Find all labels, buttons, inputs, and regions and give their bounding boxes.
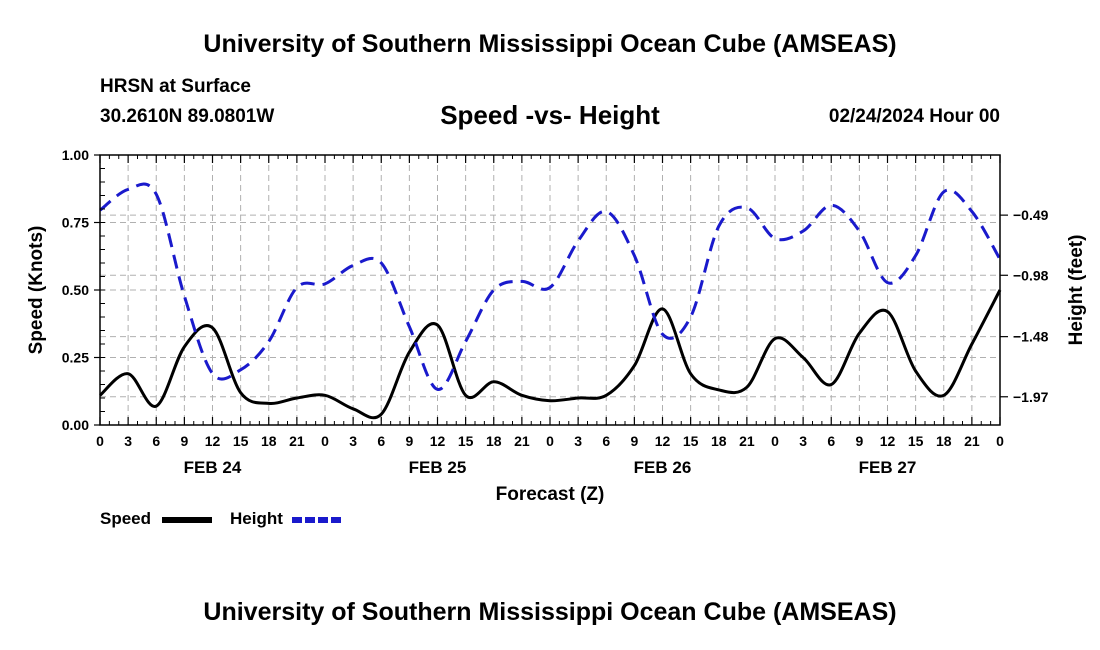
y2-axis-title: Height (feet)	[1066, 235, 1087, 346]
legend-label-speed: Speed	[100, 509, 151, 528]
series-line-height	[99, 182, 1002, 391]
x-tick-label: 6	[602, 433, 610, 449]
plot-title: Speed -vs- Height	[440, 100, 660, 130]
x-tick-label: 12	[655, 433, 671, 449]
x-tick-label: 0	[996, 433, 1004, 449]
x-axis-title: Forecast (Z)	[496, 484, 605, 505]
x-tick-label: 0	[96, 433, 104, 449]
x-tick-label: 0	[321, 433, 329, 449]
x-tick-label: 3	[799, 433, 807, 449]
x-tick-label: 21	[514, 433, 530, 449]
x-tick-label: 15	[233, 433, 249, 449]
x-tick-label: 15	[683, 433, 699, 449]
series-lines	[98, 182, 1002, 420]
y-axis-title: Speed (Knots)	[26, 226, 47, 355]
y2-tick-label: −1.97	[1013, 389, 1049, 405]
y-tick-label: 0.75	[62, 215, 89, 231]
page-title: University of Southern Mississippi Ocean…	[203, 30, 897, 58]
x-tick-label: 3	[574, 433, 582, 449]
x-tick-label: 6	[827, 433, 835, 449]
x-tick-label: 15	[908, 433, 924, 449]
legend: Speed Height	[100, 509, 342, 528]
x-tick-label: 3	[349, 433, 357, 449]
x-tick-label: 18	[261, 433, 277, 449]
x-tick-label: 12	[430, 433, 446, 449]
x-tick-label: 9	[405, 433, 413, 449]
legend-label-height: Height	[230, 509, 283, 528]
date-label: FEB 25	[409, 458, 467, 477]
y-tick-label: 0.25	[62, 350, 89, 366]
coordinates-label: 30.2610N 89.0801W	[100, 106, 275, 127]
x-tick-label: 3	[124, 433, 132, 449]
y2-tick-label: −0.98	[1013, 267, 1049, 283]
x-tick-label: 6	[152, 433, 160, 449]
y-tick-label: 0.00	[62, 417, 89, 433]
x-tick-label: 15	[458, 433, 474, 449]
date-label: FEB 26	[634, 458, 692, 477]
x-tick-label: 21	[964, 433, 980, 449]
grid-lines	[100, 155, 1000, 425]
x-tick-label: 12	[880, 433, 896, 449]
location-label: HRSN at Surface	[100, 76, 251, 97]
y2-tick-label: −0.49	[1013, 207, 1049, 223]
x-tick-label: 0	[546, 433, 554, 449]
x-tick-label: 9	[630, 433, 638, 449]
x-tick-label: 6	[377, 433, 385, 449]
footer-title: University of Southern Mississippi Ocean…	[203, 598, 897, 626]
y-tick-label: 0.50	[62, 282, 89, 298]
x-tick-label: 18	[936, 433, 952, 449]
x-tick-label: 21	[739, 433, 755, 449]
date-label: FEB 27	[859, 458, 917, 477]
x-tick-label: 18	[711, 433, 727, 449]
x-tick-label: 18	[486, 433, 502, 449]
x-tick-label: 21	[289, 433, 305, 449]
axes: 0 3 6 9 12 15 18 21 0 3 6 9 12 15 18 21 0 3 6 9 12 15 18 21 0 3 6 9…	[62, 147, 1049, 477]
series-line-speed	[98, 289, 1002, 420]
x-tick-label: 0	[771, 433, 779, 449]
forecast-datetime: 02/24/2024 Hour 00	[828, 106, 1000, 127]
y-tick-label: 1.00	[62, 147, 89, 163]
x-tick-label: 9	[855, 433, 863, 449]
y2-tick-label: −1.48	[1013, 329, 1049, 345]
x-tick-label: 9	[180, 433, 188, 449]
x-tick-label: 12	[205, 433, 221, 449]
date-label: FEB 24	[184, 458, 242, 477]
